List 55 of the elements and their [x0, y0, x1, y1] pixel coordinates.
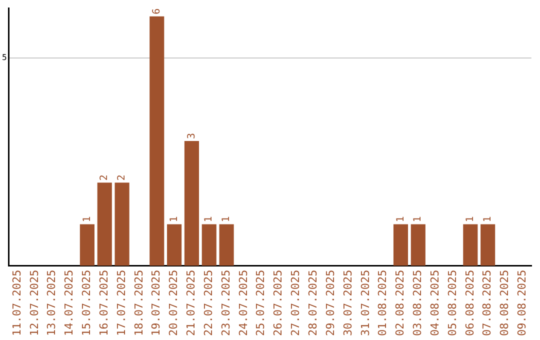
x-tick-label: 09.08.2025 — [516, 270, 529, 336]
x-tick-label: 02.08.2025 — [394, 270, 407, 336]
bar — [184, 141, 199, 266]
bar — [480, 224, 496, 266]
x-tick-label: 27.07.2025 — [289, 270, 302, 336]
data-label: 1 — [168, 216, 180, 222]
x-tick-label: 13.07.2025 — [45, 270, 58, 336]
x-tick-label: 05.08.2025 — [446, 270, 459, 336]
x-tick-label: 18.07.2025 — [132, 270, 146, 336]
data-label: 1 — [395, 216, 406, 222]
x-tick-label: 23.07.2025 — [219, 270, 232, 336]
x-tick-label: 30.07.2025 — [341, 270, 354, 336]
x-tick-label: 08.08.2025 — [498, 270, 512, 336]
data-label: 1 — [482, 216, 494, 222]
x-tick-label: 26.07.2025 — [272, 270, 285, 336]
x-tick-label: 12.07.2025 — [28, 270, 41, 336]
data-label: 2 — [116, 174, 128, 181]
x-tick-label: 16.07.2025 — [97, 270, 110, 336]
x-tick-label: 21.07.2025 — [184, 270, 198, 336]
bar — [150, 16, 164, 266]
x-tick-label: 11.07.2025 — [10, 270, 24, 336]
x-tick-label: 01.08.2025 — [376, 270, 390, 336]
x-tick-label: 06.08.2025 — [463, 270, 476, 336]
bar — [463, 224, 478, 266]
x-tick-label: 14.07.2025 — [62, 270, 76, 336]
x-tick-label: 22.07.2025 — [202, 270, 215, 336]
x-tick-label: 24.07.2025 — [236, 270, 250, 336]
x-tick-label: 31.07.2025 — [358, 270, 372, 336]
data-label: 3 — [186, 133, 198, 140]
bar — [393, 224, 408, 266]
data-label: 1 — [221, 216, 232, 222]
x-tick-label: 29.07.2025 — [324, 270, 337, 336]
x-tick-label: 28.07.2025 — [306, 270, 320, 336]
bar — [80, 224, 94, 266]
data-label: 1 — [465, 216, 476, 222]
bar — [410, 224, 426, 266]
bar — [202, 224, 216, 266]
bar — [97, 182, 112, 266]
x-tick-label: 03.08.2025 — [411, 270, 424, 336]
data-label: 2 — [99, 174, 110, 181]
x-tick-label: 15.07.2025 — [80, 270, 94, 336]
x-tick-label: 20.07.2025 — [167, 270, 180, 336]
x-tick-label: 25.07.2025 — [254, 270, 268, 336]
data-label: 6 — [151, 8, 162, 14]
x-tick-label: 17.07.2025 — [114, 270, 128, 336]
bar — [219, 224, 234, 266]
x-tick-label: 04.08.2025 — [428, 270, 442, 336]
bar — [114, 182, 130, 266]
data-label: 1 — [412, 216, 424, 222]
y-tick-label: 5 — [2, 52, 7, 62]
data-label: 1 — [204, 216, 215, 222]
bar — [167, 224, 182, 266]
data-label: 1 — [82, 216, 93, 222]
x-tick-label: 19.07.2025 — [150, 270, 163, 336]
x-tick-label: 07.08.2025 — [480, 270, 494, 336]
